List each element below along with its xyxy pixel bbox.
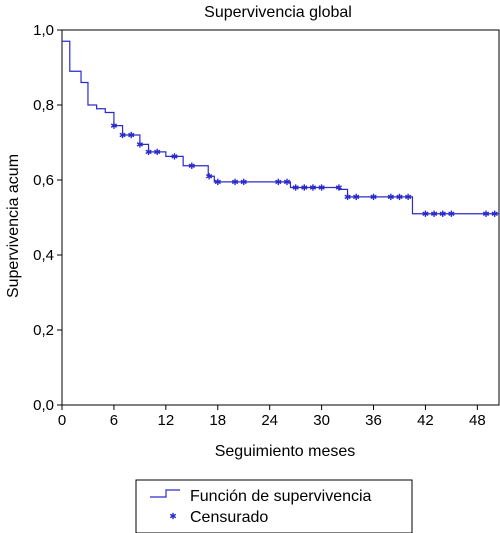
plot-frame bbox=[61, 29, 500, 406]
censored-marker bbox=[482, 210, 490, 217]
legend-box bbox=[135, 479, 413, 533]
censored-marker bbox=[353, 193, 360, 201]
y-tick-label: 0,6 bbox=[33, 172, 54, 189]
y-tick-label: 0,8 bbox=[33, 97, 54, 114]
x-tick-label: 36 bbox=[365, 412, 382, 429]
y-tick-label: 0,4 bbox=[33, 247, 54, 264]
censored-marker bbox=[275, 178, 282, 186]
censored-marker bbox=[439, 210, 446, 217]
x-tick-label: 42 bbox=[417, 412, 434, 429]
censored-marker bbox=[240, 178, 247, 186]
censored-marker bbox=[231, 178, 239, 186]
y-tick-label: 0,2 bbox=[33, 322, 54, 339]
censored-marker bbox=[136, 141, 144, 148]
censored-marker bbox=[119, 131, 126, 139]
censored-marker bbox=[154, 148, 161, 156]
chart-title: Supervivencia global bbox=[204, 4, 352, 21]
legend-label-survival: Función de supervivencia bbox=[190, 488, 372, 505]
censored-marker bbox=[335, 184, 343, 191]
censored-marker bbox=[128, 131, 135, 139]
x-tick-label: 18 bbox=[209, 412, 226, 429]
censored-marker bbox=[205, 173, 213, 180]
censored-marker bbox=[309, 184, 317, 191]
x-tick-label: 48 bbox=[469, 412, 486, 429]
censored-marker bbox=[422, 210, 429, 217]
x-tick-label: 0 bbox=[58, 412, 66, 429]
censored-marker bbox=[396, 193, 403, 201]
x-tick-label: 12 bbox=[157, 412, 174, 429]
censored-marker bbox=[430, 210, 438, 217]
censored-marker bbox=[491, 210, 498, 217]
series-layer bbox=[62, 40, 499, 217]
x-axis-title: Seguimiento meses bbox=[215, 443, 356, 460]
x-axis: 0 6 12 18 24 30 36 42 48 bbox=[58, 405, 486, 429]
legend-label-censored: Censurado bbox=[190, 509, 268, 526]
censored-marker bbox=[405, 193, 412, 201]
censored-marker bbox=[448, 210, 455, 217]
censored-marker bbox=[283, 178, 291, 186]
x-tick-label: 24 bbox=[261, 412, 278, 429]
censored-marker bbox=[318, 184, 325, 191]
censored-marker bbox=[145, 148, 152, 156]
censored-marker bbox=[370, 193, 377, 201]
censored-marker bbox=[188, 162, 195, 169]
legend-marker-censored bbox=[169, 512, 177, 520]
legend-step-swatch bbox=[150, 489, 180, 498]
censored-marker bbox=[344, 193, 351, 201]
y-tick-label: 0,0 bbox=[33, 397, 54, 414]
censored-marker bbox=[171, 153, 178, 160]
y-axis-title: Supervivencia acum bbox=[5, 154, 22, 298]
censored-marker bbox=[292, 184, 299, 191]
censored-marker bbox=[110, 122, 118, 129]
y-tick-label: 1,0 bbox=[33, 22, 54, 39]
x-tick-label: 30 bbox=[313, 412, 330, 429]
legend: Función de supervivencia Censurado bbox=[135, 479, 413, 533]
legend-asterisk bbox=[169, 512, 177, 520]
survival-step-line bbox=[62, 40, 499, 215]
x-tick-label: 6 bbox=[110, 412, 118, 429]
y-axis: 0,0 0,2 0,4 0,6 0,8 1,0 bbox=[33, 22, 62, 414]
censored-marker bbox=[387, 193, 394, 201]
censored-marker bbox=[301, 184, 308, 191]
censored-marker bbox=[214, 178, 221, 186]
